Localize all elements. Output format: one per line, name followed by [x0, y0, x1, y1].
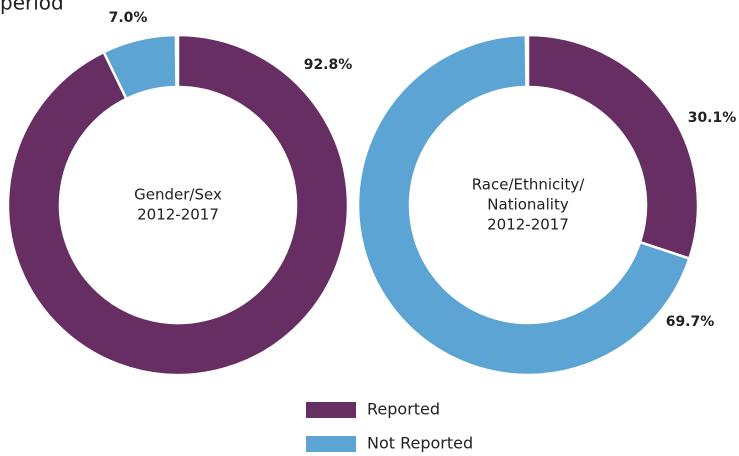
donut-segment	[102, 33, 178, 101]
donut-segment	[526, 33, 700, 261]
legend-label: Reported	[367, 400, 440, 419]
donut-segment	[356, 33, 691, 377]
data-label: 7.0%	[109, 10, 148, 26]
center-label: Nationality	[487, 196, 569, 214]
center-label: Race/Ethnicity/	[472, 176, 586, 194]
legend-swatch	[306, 402, 356, 418]
data-label: 69.7%	[666, 314, 715, 330]
donut-segment	[6, 33, 350, 377]
data-label: 30.1%	[688, 110, 737, 126]
center-label: Gender/Sex	[134, 186, 222, 204]
chart-title: period	[0, 0, 64, 15]
legend-label: Not Reported	[367, 434, 473, 453]
center-label: 2012-2017	[487, 216, 569, 234]
legend-swatch	[306, 436, 356, 452]
center-label: 2012-2017	[137, 206, 219, 224]
data-label: 92.8%	[304, 57, 353, 73]
